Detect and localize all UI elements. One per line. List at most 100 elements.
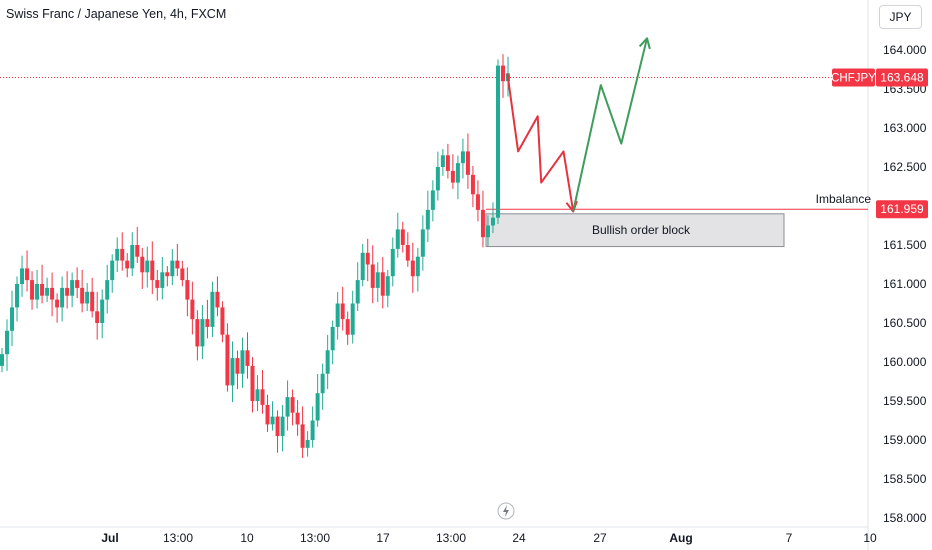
candle-body [125,260,130,269]
x-tick-label: 17 [376,531,390,545]
candle-body [370,264,375,288]
candle-body [5,330,10,355]
candle-body [165,272,170,277]
candle-body [355,280,360,304]
candle-body [450,170,455,183]
candle-body [10,307,15,331]
candle-body [0,354,4,366]
candle-body [430,190,435,210]
candle-body [215,291,220,308]
candle-body [210,291,215,327]
candle-body [485,225,490,238]
candle-body [495,65,500,218]
x-tick-label: 13:00 [300,531,330,545]
chart-title: Swiss Franc / Japanese Yen, 4h, FXCM [6,7,227,21]
candle-body [320,373,325,394]
candle-body [285,397,290,417]
candle-body [435,167,440,191]
candle-body [345,319,350,335]
candle-body [65,287,70,296]
candle-body [205,319,210,327]
candle-body [340,303,345,320]
candle-body [500,65,505,82]
symbol-tag [832,68,875,87]
candle-body [70,280,75,296]
x-tick-label: 7 [786,531,793,545]
y-tick-label: 163.000 [883,121,927,135]
candle-body [170,260,175,277]
candle-body [420,229,425,257]
candle-body [145,260,150,273]
order-block-zone[interactable] [485,213,785,248]
candle-body [40,284,45,296]
candle-body [475,194,480,210]
candle-body [470,174,475,195]
candle-body [280,416,285,437]
imbalance-label: Imbalance [816,192,872,206]
x-tick-label: 13:00 [436,531,466,545]
candle-body [235,358,240,374]
candle-body [350,303,355,335]
candle-body [255,389,260,401]
forecast-green-path-arrowhead [638,37,651,50]
candle-body [120,248,125,261]
candle-body [300,424,305,448]
candle-body [60,287,65,308]
candle-body [90,291,95,312]
candle-body [410,260,415,277]
x-tick-label: 27 [593,531,607,545]
candle-body [330,326,335,351]
y-tick-label: 159.000 [883,433,927,447]
candle-body [30,280,35,300]
candle-body [360,252,365,281]
candle-body [270,416,275,425]
candle-body [245,350,250,366]
candle-body [35,284,40,300]
y-tick-label: 161.500 [883,238,927,252]
order-block-label: Bullish order block [592,223,691,237]
currency-selector[interactable]: JPY [879,5,922,29]
candle-body [85,291,90,304]
candle-body [175,260,180,269]
candle-body [365,252,370,265]
candle-body [305,440,310,448]
candle-body [265,404,270,425]
candle-body [80,287,85,304]
y-tick-label: 158.000 [883,511,927,525]
candle-body [220,307,225,335]
candle-body [75,280,80,288]
candle-body [325,350,330,374]
candle-body [240,350,245,374]
y-tick-label: 164.000 [883,43,927,57]
y-tick-label: 158.500 [883,472,927,486]
candle-body [400,229,405,245]
candle-body [395,229,400,249]
y-tick-label: 161.000 [883,277,927,291]
candle-body [95,311,100,323]
candle-body [180,268,185,281]
candle-body [200,319,205,347]
forecast-red-path[interactable] [506,73,575,212]
y-tick-label: 160.500 [883,316,927,330]
y-tick-label: 162.500 [883,160,927,174]
candle-body [445,155,450,171]
candle-body [25,268,30,281]
candle-body [100,299,105,323]
x-tick-label: 13:00 [163,531,193,545]
candle-body [130,245,135,269]
candle-body [405,245,410,261]
candle-body [110,260,115,281]
candle-body [310,420,315,440]
candle-body [160,272,165,288]
candle-body [385,276,390,296]
forecast-green-path[interactable] [572,38,648,212]
candle-body [260,389,265,405]
candle-body [490,217,495,226]
imbalance-price-value: 161.959 [880,202,924,216]
candle-body [250,365,255,401]
candle-body [425,209,430,230]
candle-body [55,299,60,308]
candle-body [225,334,230,386]
candle-body [465,151,470,175]
